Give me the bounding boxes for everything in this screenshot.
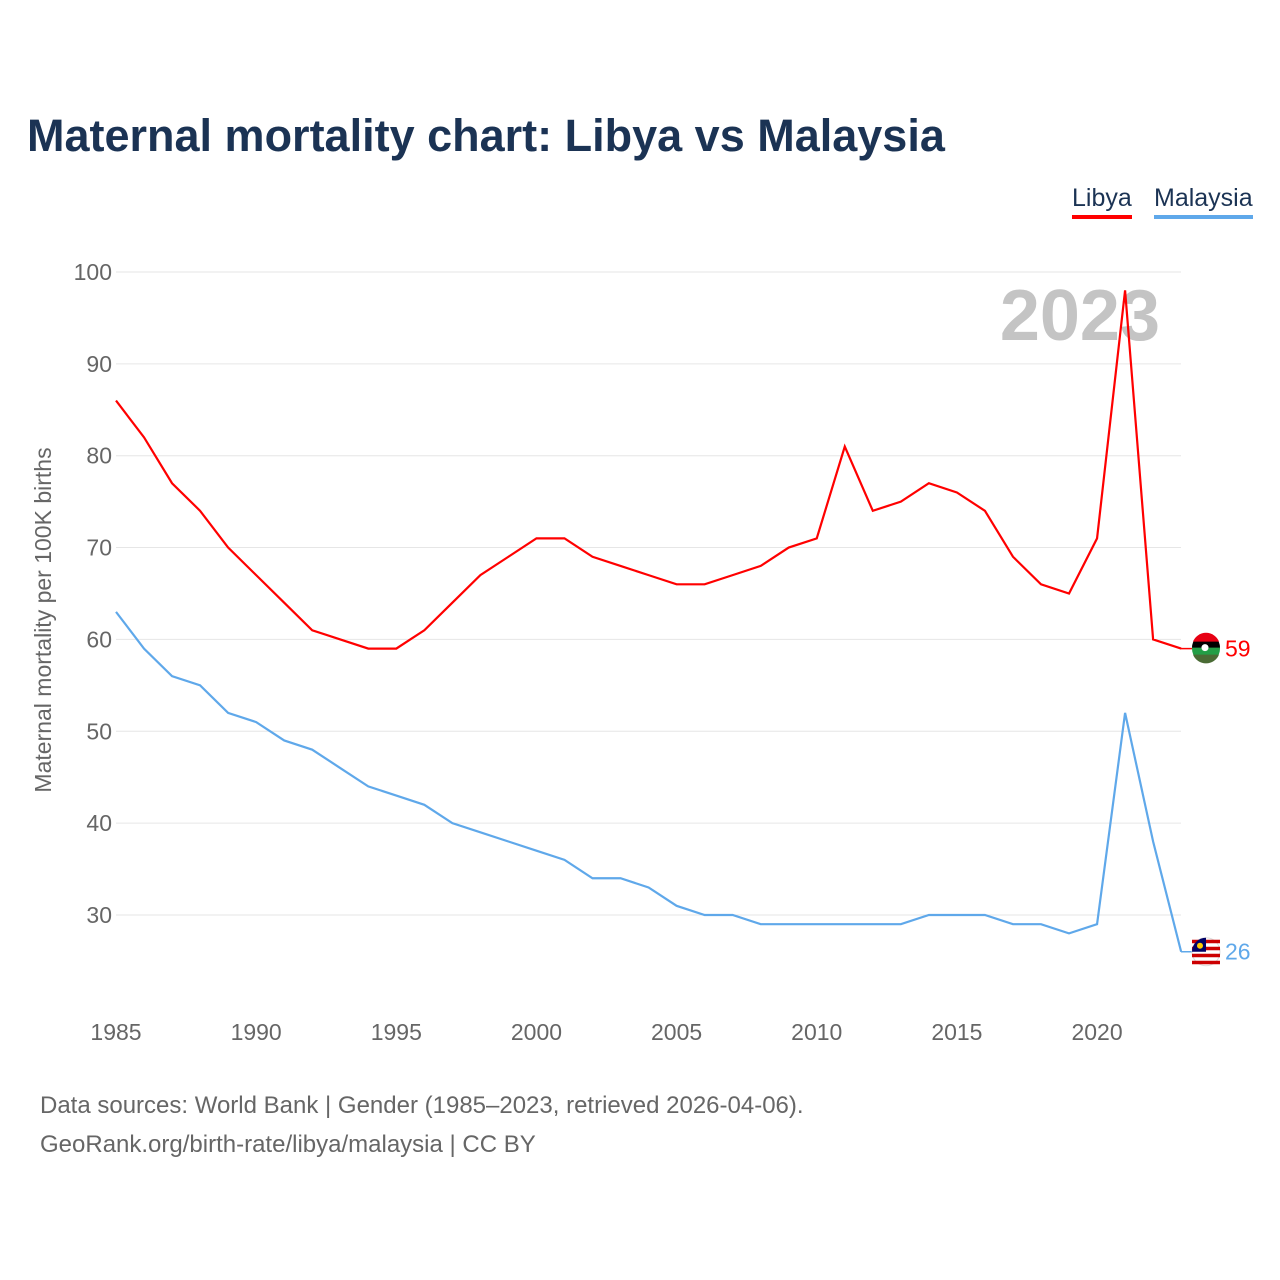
x-tick-label: 2000	[511, 1019, 562, 1045]
y-tick-label: 50	[86, 718, 112, 744]
chart-title: Maternal mortality chart: Libya vs Malay…	[27, 110, 945, 161]
end-value-label: 59	[1225, 636, 1251, 662]
x-tick-label: 1990	[231, 1019, 282, 1045]
x-tick-label: 1995	[371, 1019, 422, 1045]
y-tick-label: 60	[86, 626, 112, 652]
year-watermark: 2023	[1000, 276, 1160, 356]
malaysia-flag-stripe	[1192, 960, 1220, 965]
legend-libya[interactable]: Libya	[1072, 184, 1132, 219]
y-tick-label: 90	[86, 351, 112, 377]
malaysia-flag-star	[1197, 942, 1203, 949]
y-tick-label: 30	[86, 902, 112, 928]
y-tick-label: 80	[86, 443, 112, 469]
x-tick-label: 1985	[90, 1019, 141, 1045]
libya-flag-green	[1193, 654, 1219, 664]
libya-flag-red	[1193, 632, 1219, 642]
source-line-1: Data sources: World Bank | Gender (1985–…	[40, 1092, 804, 1119]
y-tick-label: 100	[74, 259, 112, 285]
legend-malaysia[interactable]: Malaysia	[1154, 184, 1253, 219]
series-line-malaysia	[115, 611, 1183, 953]
source-note: Data sources: World Bank | Gender (1985–…	[40, 1086, 804, 1164]
end-value-label: 26	[1225, 939, 1251, 965]
x-tick-label: 2020	[1071, 1019, 1122, 1045]
libya-flag-crescent	[1201, 644, 1209, 652]
y-tick-label: 40	[86, 810, 112, 836]
series-line-libya	[115, 290, 1182, 650]
source-line-2[interactable]: GeoRank.org/birth-rate/libya/malaysia | …	[40, 1131, 536, 1158]
y-axis-label: Maternal mortality per 100K births	[30, 447, 56, 792]
x-tick-label: 2005	[651, 1019, 702, 1045]
malaysia-flag-stripe	[1192, 953, 1220, 958]
y-tick-label: 70	[86, 535, 112, 561]
x-tick-label: 2010	[791, 1019, 842, 1045]
x-tick-label: 2015	[931, 1019, 982, 1045]
